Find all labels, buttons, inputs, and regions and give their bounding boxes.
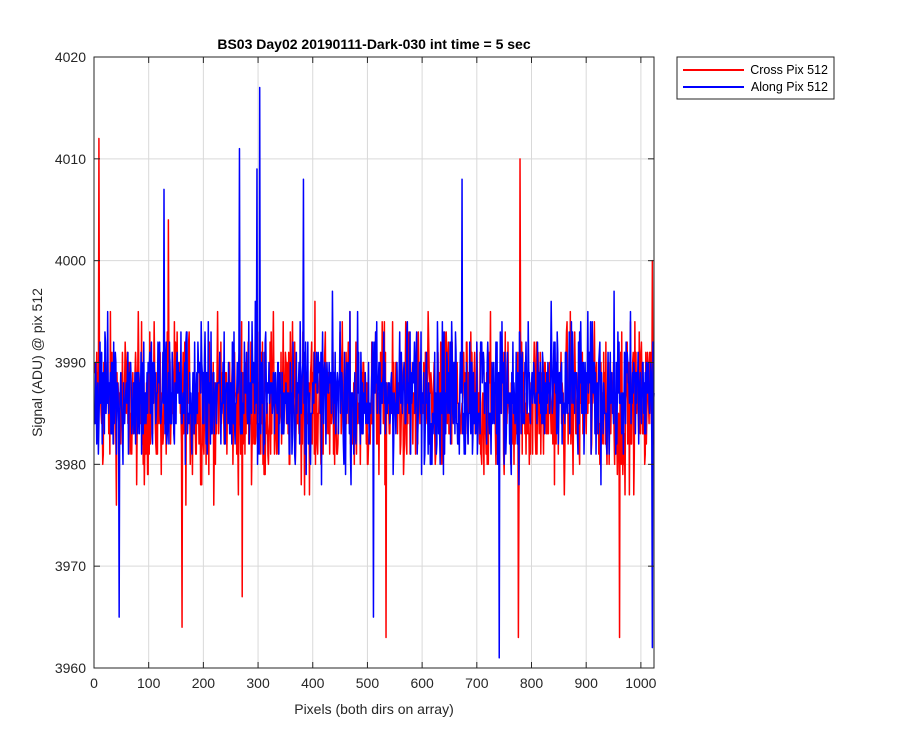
y-tick-label: 4000 xyxy=(55,253,86,269)
legend-box xyxy=(676,56,835,100)
x-tick-label: 300 xyxy=(246,675,270,691)
legend-label-cross: Cross Pix 512 xyxy=(750,63,828,77)
x-tick-label: 0 xyxy=(90,675,98,691)
y-tick-label: 3990 xyxy=(55,355,86,371)
x-tick-label: 200 xyxy=(192,675,216,691)
x-tick-label: 800 xyxy=(520,675,544,691)
x-tick-label: 700 xyxy=(465,675,489,691)
chart-title: BS03 Day02 20190111-Dark-030 int time = … xyxy=(217,36,530,52)
x-tick-label: 600 xyxy=(410,675,434,691)
x-tick-label: 500 xyxy=(356,675,380,691)
series-group xyxy=(93,86,655,659)
y-tick-label: 4020 xyxy=(55,49,86,65)
x-tick-label: 900 xyxy=(575,675,599,691)
legend-label-along: Along Pix 512 xyxy=(751,80,828,94)
x-tick-label: 400 xyxy=(301,675,325,691)
series-line-along xyxy=(94,86,655,659)
y-axis-title: Signal (ADU) @ pix 512 xyxy=(29,288,45,437)
y-tick-label: 4010 xyxy=(55,151,86,167)
y-tick-label: 3980 xyxy=(55,456,86,472)
legend: Cross Pix 512 Along Pix 512 xyxy=(676,56,835,100)
y-tick-label: 3970 xyxy=(55,558,86,574)
y-tick-label: 3960 xyxy=(55,660,86,676)
x-tick-label: 100 xyxy=(137,675,161,691)
axis-ticks: 0 100 200 300 400 500 600 700 800 900 1000 3960 3970… xyxy=(55,49,657,691)
x-tick-label: 1000 xyxy=(625,675,656,691)
x-axis-title: Pixels (both dirs on array) xyxy=(294,701,454,717)
